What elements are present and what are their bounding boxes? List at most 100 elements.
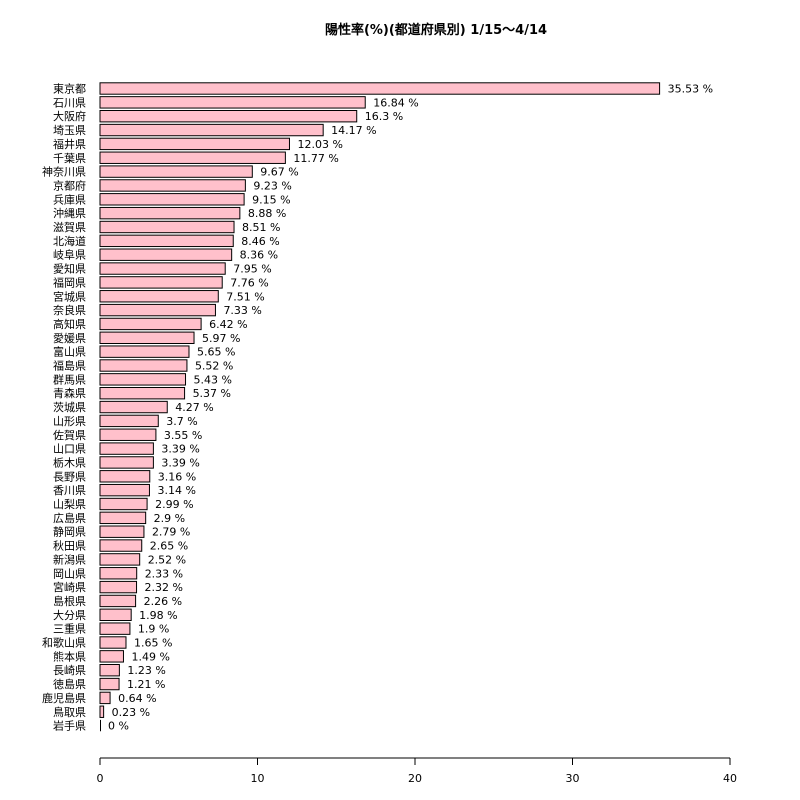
value-label: 9.67 % xyxy=(260,166,298,179)
value-label: 12.03 % xyxy=(297,138,342,151)
bar xyxy=(99,151,286,164)
category-label: 山梨県 xyxy=(53,497,86,511)
bar xyxy=(99,650,124,663)
bar xyxy=(99,165,253,178)
value-label: 1.98 % xyxy=(139,609,177,622)
value-label: 2.52 % xyxy=(148,553,186,566)
bar xyxy=(99,470,151,483)
bar xyxy=(99,636,127,649)
value-label: 7.95 % xyxy=(233,263,271,276)
category-label: 佐賀県 xyxy=(53,428,86,442)
value-label: 2.33 % xyxy=(145,567,183,580)
value-label: 14.17 % xyxy=(331,124,376,137)
value-label: 3.16 % xyxy=(158,470,196,483)
category-label: 埼玉県 xyxy=(53,123,86,137)
bar xyxy=(99,691,111,705)
category-label: 熊本県 xyxy=(53,649,86,663)
category-label: 鹿児島県 xyxy=(42,691,86,705)
value-label: 8.51 % xyxy=(242,221,280,234)
value-label: 8.36 % xyxy=(240,249,278,262)
category-label: 三重県 xyxy=(53,622,86,636)
bar xyxy=(99,82,661,95)
bar xyxy=(99,123,324,137)
category-label: 長野県 xyxy=(53,470,86,483)
value-label: 35.53 % xyxy=(668,83,713,96)
category-label: 宮城県 xyxy=(53,289,86,303)
category-label: 茨城県 xyxy=(53,400,86,414)
bar xyxy=(99,608,132,621)
value-label: 2.9 % xyxy=(154,512,185,525)
category-label: 福岡県 xyxy=(53,275,86,289)
bars-layer: 東京都 35.53 % 石川県 16.84 % 大阪府 16.3 % 埼玉県 14.17 % 福… xyxy=(42,82,713,733)
bar xyxy=(99,677,120,691)
category-label: 大阪府 xyxy=(53,109,86,123)
category-label: 栃木県 xyxy=(53,455,86,469)
bar xyxy=(99,594,137,608)
value-label: 1.23 % xyxy=(127,664,165,677)
bar xyxy=(99,303,216,317)
bar xyxy=(99,290,219,303)
bar xyxy=(99,414,159,428)
x-tick-label: 40 xyxy=(723,772,737,785)
value-label: 4.27 % xyxy=(175,401,213,414)
bar xyxy=(99,110,358,123)
category-label: 青森県 xyxy=(53,386,86,400)
category-label: 山形県 xyxy=(53,415,86,428)
value-label: 7.51 % xyxy=(226,290,264,303)
bar xyxy=(99,137,290,151)
value-label: 6.42 % xyxy=(209,318,247,331)
category-label: 東京都 xyxy=(53,82,86,96)
bar xyxy=(99,525,145,538)
value-label: 5.65 % xyxy=(197,346,235,359)
category-label: 徳島県 xyxy=(53,677,86,691)
category-label: 宮崎県 xyxy=(53,580,86,594)
category-label: 高知県 xyxy=(53,317,86,331)
bar xyxy=(99,428,157,441)
x-tick-label: 20 xyxy=(408,772,422,785)
category-label: 神奈川県 xyxy=(42,165,86,179)
category-label: 岐阜県 xyxy=(53,249,86,262)
value-label: 3.39 % xyxy=(161,443,199,456)
bar xyxy=(99,359,188,372)
value-label: 5.97 % xyxy=(202,332,240,345)
value-label: 9.15 % xyxy=(252,193,290,206)
chart-title: 陽性率(%)(都道府県別) 1/15〜4/14 xyxy=(325,22,547,38)
value-label: 0.23 % xyxy=(112,706,150,719)
category-label: 秋田県 xyxy=(53,539,86,553)
value-label: 3.7 % xyxy=(166,415,197,428)
bar xyxy=(99,179,246,192)
category-label: 北海道 xyxy=(53,234,86,248)
bar xyxy=(99,96,366,109)
category-label: 愛知県 xyxy=(53,262,86,276)
category-label: 島根県 xyxy=(53,594,86,608)
value-label: 3.55 % xyxy=(164,429,202,442)
x-tick-label: 10 xyxy=(251,772,265,785)
value-label: 2.26 % xyxy=(144,595,182,608)
value-label: 5.52 % xyxy=(195,360,233,373)
bar xyxy=(99,511,147,525)
value-label: 3.14 % xyxy=(157,484,195,497)
bar xyxy=(99,220,235,234)
bar xyxy=(99,262,226,275)
value-label: 5.37 % xyxy=(193,387,231,400)
bar xyxy=(99,567,138,580)
bar xyxy=(99,276,223,289)
bar xyxy=(99,580,138,594)
category-label: 愛媛県 xyxy=(53,331,86,345)
bar xyxy=(99,317,202,331)
x-tick-label: 30 xyxy=(566,772,580,785)
value-label: 1.49 % xyxy=(131,650,169,663)
value-label: 8.46 % xyxy=(241,235,279,248)
bar xyxy=(99,345,190,358)
value-label: 2.79 % xyxy=(152,526,190,539)
category-label: 長崎県 xyxy=(53,663,86,677)
category-label: 岩手県 xyxy=(53,719,86,733)
bar xyxy=(99,705,105,718)
value-label: 8.88 % xyxy=(248,207,286,220)
category-label: 静岡県 xyxy=(53,525,86,539)
bar xyxy=(99,497,148,511)
bar xyxy=(99,483,150,497)
bar xyxy=(99,664,120,677)
value-label: 5.43 % xyxy=(194,373,232,386)
